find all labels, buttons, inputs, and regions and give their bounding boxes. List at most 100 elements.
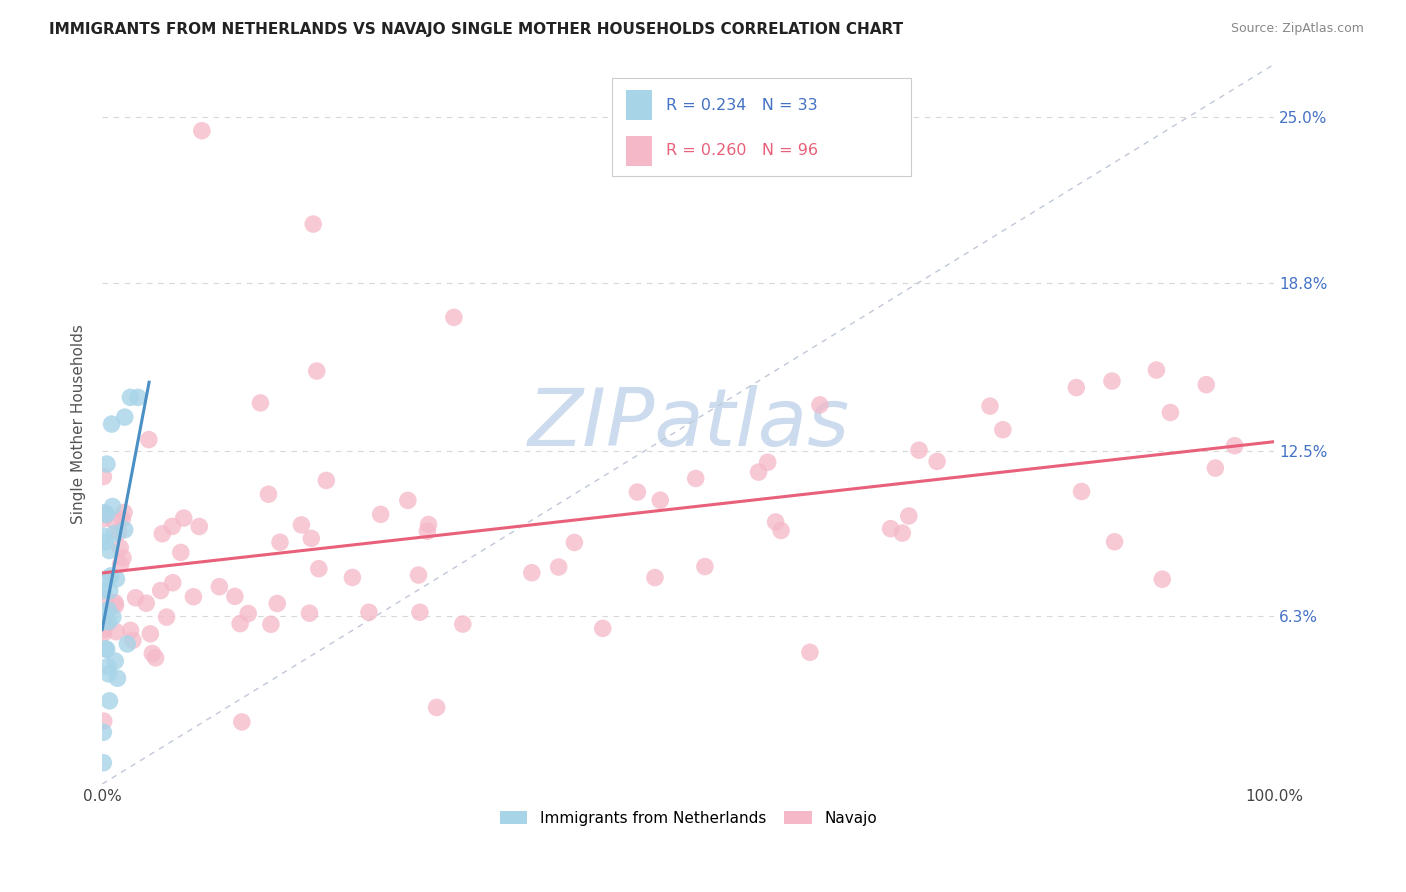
Point	[96, 457, 118, 471]
Point	[231, 714, 253, 729]
Text: ZIPatlas: ZIPatlas	[527, 385, 849, 463]
Point	[97, 667, 120, 681]
Point	[97, 659, 120, 673]
Y-axis label: Single Mother Households: Single Mother Households	[72, 324, 86, 524]
Point	[756, 455, 779, 469]
Point	[111, 550, 134, 565]
Point	[97, 615, 120, 629]
Text: Source: ZipAtlas.com: Source: ZipAtlas.com	[1230, 22, 1364, 36]
Point	[748, 465, 770, 479]
Point	[117, 637, 139, 651]
Point	[100, 569, 122, 583]
Point	[1070, 484, 1092, 499]
Point	[925, 454, 948, 468]
Point	[644, 571, 666, 585]
Point	[93, 756, 115, 770]
Point	[111, 512, 134, 526]
Point	[93, 714, 115, 728]
Point	[897, 508, 920, 523]
Point	[908, 443, 931, 458]
Point	[94, 617, 117, 632]
Point	[808, 398, 831, 412]
Point	[266, 597, 288, 611]
Point	[149, 583, 172, 598]
Point	[108, 524, 131, 539]
Point	[238, 607, 260, 621]
Point	[135, 596, 157, 610]
Point	[451, 617, 474, 632]
Point	[183, 590, 205, 604]
Point	[443, 310, 465, 325]
Point	[93, 512, 115, 526]
Point	[110, 541, 132, 555]
Point	[299, 532, 322, 546]
Point	[121, 633, 143, 648]
Point	[94, 641, 117, 656]
Point	[249, 396, 271, 410]
Point	[104, 654, 127, 668]
Point	[208, 580, 231, 594]
Point	[98, 583, 121, 598]
Point	[170, 545, 193, 559]
Point	[101, 610, 124, 624]
Point	[120, 391, 142, 405]
Point	[547, 560, 569, 574]
Point	[114, 410, 136, 425]
Point	[1204, 461, 1226, 475]
Point	[162, 575, 184, 590]
Bar	[626, 136, 652, 166]
Point	[1101, 374, 1123, 388]
Text: IMMIGRANTS FROM NETHERLANDS VS NAVAJO SINGLE MOTHER HOUSEHOLDS CORRELATION CHART: IMMIGRANTS FROM NETHERLANDS VS NAVAJO SI…	[49, 22, 903, 37]
Point	[1066, 381, 1088, 395]
Text: R = 0.260   N = 96: R = 0.260 N = 96	[666, 144, 818, 158]
Legend: Immigrants from Netherlands, Navajo: Immigrants from Netherlands, Navajo	[495, 806, 882, 830]
Point	[626, 485, 648, 500]
Point	[592, 621, 614, 635]
Point	[693, 559, 716, 574]
Point	[94, 592, 117, 607]
Point	[105, 624, 128, 639]
Point	[685, 471, 707, 485]
Point	[93, 615, 115, 629]
Point	[879, 522, 901, 536]
Point	[127, 391, 149, 405]
Point	[357, 605, 380, 619]
Point	[396, 493, 419, 508]
Point	[93, 623, 115, 637]
Bar	[626, 90, 652, 120]
Point	[564, 535, 586, 549]
Point	[150, 526, 173, 541]
Point	[416, 524, 439, 539]
Point	[408, 568, 430, 582]
Point	[141, 647, 163, 661]
Point	[98, 694, 121, 708]
Point	[94, 535, 117, 549]
Point	[112, 506, 135, 520]
Point	[105, 572, 128, 586]
Point	[770, 524, 793, 538]
Point	[103, 526, 125, 541]
Point	[96, 642, 118, 657]
Point	[93, 469, 115, 483]
Point	[93, 725, 115, 739]
Point	[370, 508, 392, 522]
Point	[426, 700, 449, 714]
Point	[93, 607, 115, 621]
Point	[1159, 405, 1181, 419]
Point	[96, 508, 118, 522]
Point	[1104, 534, 1126, 549]
Point	[97, 572, 120, 586]
Point	[229, 616, 252, 631]
Point	[139, 627, 162, 641]
FancyBboxPatch shape	[612, 78, 911, 176]
Point	[765, 515, 787, 529]
Point	[991, 423, 1014, 437]
Point	[409, 605, 432, 619]
Point	[173, 511, 195, 525]
Point	[257, 487, 280, 501]
Point	[191, 124, 214, 138]
Point	[308, 562, 330, 576]
Point	[114, 523, 136, 537]
Point	[224, 590, 246, 604]
Point	[104, 599, 127, 613]
